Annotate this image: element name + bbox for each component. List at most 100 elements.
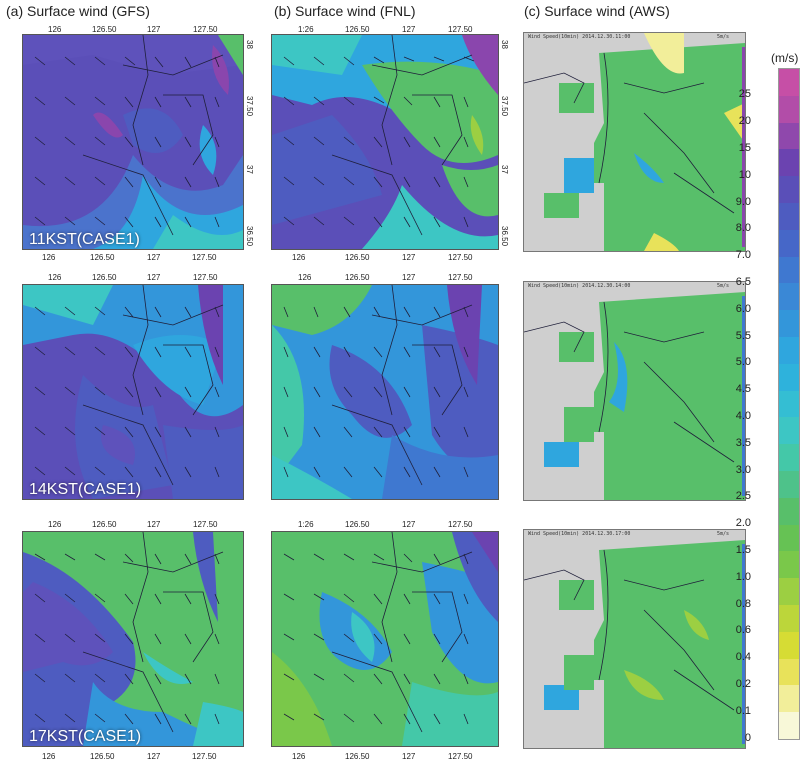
colorbar-label: 9.0 [735, 195, 751, 208]
tick-label: 126.50 [92, 25, 117, 34]
tick-label: 127.50 [193, 25, 218, 34]
colorbar-label: 6.0 [735, 302, 751, 315]
tick-label: 126.50 [90, 253, 115, 262]
aws-header: Wind Speed(10min) 2014.12.30.11:00 [528, 34, 631, 40]
tick-label: 126 [42, 752, 56, 761]
tick-label: 127 [402, 25, 416, 34]
map-fnl-11kst [271, 34, 499, 250]
colorbar-swatch [779, 631, 799, 659]
map-gfs-17kst: 17KST(CASE1) [22, 531, 244, 747]
colorbar [778, 68, 800, 740]
lat-tick: 38 [245, 40, 254, 49]
tick-label: 1:26 [298, 520, 314, 529]
colorbar-label: 0.2 [735, 678, 751, 690]
aws-header: Wind Speed(10min) 2014.12.30.17:00 [528, 531, 631, 537]
colorbar-label: 0.4 [735, 651, 751, 664]
colorbar-label: 4.5 [735, 383, 751, 396]
colorbar-label: 10 [738, 168, 751, 181]
colorbar-swatch [779, 444, 799, 471]
colorbar-label: 3.5 [735, 436, 751, 449]
colorbar-label: 2.5 [735, 490, 751, 503]
colorbar-swatch [779, 470, 799, 498]
case-label: 14KST(CASE1) [29, 481, 142, 498]
aws-reference-vector: 5m/s [716, 531, 729, 537]
colorbar-swatch [779, 417, 799, 445]
colorbar-label: 5.5 [735, 329, 751, 342]
aws-reference-vector: 5m/s [716, 283, 729, 289]
colorbar-swatch [779, 69, 799, 96]
lat-tick: 37.50 [245, 96, 254, 117]
map-gfs-11kst: 11KST(CASE1) [22, 34, 244, 250]
colorbar-swatch [779, 95, 799, 123]
tick-label: 126.50 [345, 752, 370, 761]
tick-label: 126 [42, 253, 56, 262]
tick-label: 127.50 [192, 253, 217, 262]
colorbar-label: 1.0 [735, 570, 751, 583]
tick-label: 127.50 [448, 273, 473, 282]
case-label: 11KST(CASE1) [29, 231, 140, 248]
colorbar-swatch [779, 310, 799, 337]
colorbar-swatch [779, 604, 799, 632]
tick-label: 126.50 [345, 520, 370, 529]
colorbar-label: 2.0 [735, 517, 751, 530]
column-title-aws: (c) Surface wind (AWS) [524, 3, 670, 19]
colorbar-label: 0.6 [735, 624, 751, 637]
lat-tick: 37.50 [500, 96, 509, 117]
case-label: 17KST(CASE1) [29, 728, 142, 745]
colorbar-swatch [779, 658, 799, 686]
tick-label: 127.50 [448, 25, 473, 34]
colorbar-label: 1.5 [735, 544, 751, 556]
tick-label: 127.50 [192, 752, 217, 761]
tick-label: 127 [147, 273, 161, 282]
tick-label: 126.50 [345, 273, 370, 282]
colorbar-label: 6.5 [735, 276, 751, 288]
tick-label: 127 [147, 253, 161, 262]
colorbar-label: 15 [738, 142, 751, 154]
colorbar-swatch [779, 497, 799, 525]
tick-label: 127.50 [193, 273, 218, 282]
colorbar-label: 0 [744, 731, 751, 744]
column-title-gfs: (a) Surface wind (GFS) [6, 3, 150, 19]
tick-label: 127.50 [193, 520, 218, 529]
map-fnl-17kst [271, 531, 499, 747]
tick-label: 126 [292, 253, 306, 262]
tick-label: 126.50 [345, 25, 370, 34]
colorbar-swatch [779, 256, 799, 284]
tick-label: 126 [292, 752, 306, 761]
colorbar-swatch [779, 390, 799, 418]
map-aws-11kst: Wind Speed(10min) 2014.12.30.11:00 5m/s [523, 32, 746, 252]
colorbar-label: 3.0 [735, 463, 751, 476]
tick-label: 127 [402, 273, 416, 282]
colorbar-swatch [779, 551, 799, 579]
map-aws-17kst: Wind Speed(10min) 2014.12.30.17:00 5m/s [523, 529, 746, 749]
colorbar-label: 0.8 [735, 597, 751, 610]
colorbar-label: 0.1 [735, 704, 751, 717]
colorbar-label: 8.0 [735, 222, 751, 235]
tick-label: 127 [147, 520, 161, 529]
lat-tick: 36.50 [500, 226, 509, 247]
tick-label: 127 [147, 752, 161, 761]
colorbar-swatch [779, 524, 799, 552]
map-gfs-14kst: 14KST(CASE1) [22, 284, 244, 500]
aws-reference-vector: 5m/s [716, 34, 729, 40]
colorbar-swatch [779, 685, 799, 713]
colorbar-swatch [779, 283, 799, 311]
tick-label: 126.50 [345, 253, 370, 262]
lat-tick: 36.50 [245, 226, 254, 247]
tick-label: 126.50 [92, 273, 117, 282]
tick-label: 126 [48, 25, 62, 34]
tick-label: 127 [402, 253, 416, 262]
colorbar-label: 4.0 [735, 410, 751, 422]
aws-header: Wind Speed(10min) 2014.12.30.14:00 [528, 283, 631, 289]
tick-label: 126.50 [90, 752, 115, 761]
lat-tick: 38 [500, 40, 509, 49]
colorbar-label: 5.0 [735, 356, 751, 369]
colorbar-swatch [779, 336, 799, 364]
colorbar-swatch [779, 712, 799, 739]
tick-label: 1:26 [298, 25, 314, 34]
tick-label: 127 [402, 520, 416, 529]
tick-label: 127 [402, 752, 416, 761]
tick-label: 127 [147, 25, 161, 34]
tick-label: 127.50 [448, 520, 473, 529]
colorbar-swatch [779, 149, 799, 177]
